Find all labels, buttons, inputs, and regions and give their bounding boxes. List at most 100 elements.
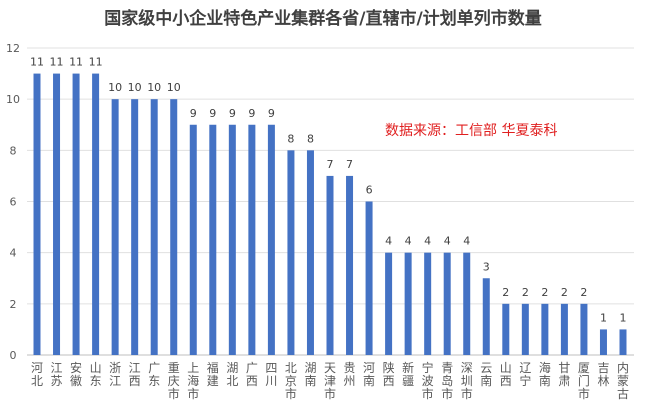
x-tick-label: 辽宁 [519, 361, 531, 388]
y-tick-label: 6 [10, 196, 17, 209]
bar [521, 303, 529, 355]
bar [404, 252, 412, 355]
x-tick-label: 北京市 [285, 361, 297, 401]
data-label: 10 [147, 81, 161, 94]
bar [619, 329, 627, 355]
data-label: 11 [69, 56, 83, 69]
bar [209, 124, 217, 355]
data-label: 8 [287, 132, 294, 145]
bar [424, 252, 432, 355]
y-tick-label: 12 [6, 42, 20, 55]
bar [482, 278, 490, 355]
x-tick-label: 重庆市 [168, 361, 180, 401]
bar [385, 252, 393, 355]
y-tick-label: 4 [10, 247, 17, 260]
x-tick-label: 青岛市 [441, 361, 453, 401]
bar [150, 99, 158, 356]
data-label: 1 [600, 311, 607, 324]
bar [267, 124, 275, 355]
x-tick-label: 广东 [148, 361, 160, 388]
x-tick-label: 深圳市 [461, 361, 473, 401]
data-label: 6 [366, 184, 373, 197]
x-tick-label: 福建 [207, 360, 219, 388]
y-tick-label: 8 [10, 144, 17, 157]
data-label: 10 [128, 81, 142, 94]
data-label: 9 [268, 107, 275, 120]
data-label: 4 [424, 235, 431, 248]
x-tick-label: 新疆 [402, 360, 414, 388]
bar [72, 73, 80, 355]
x-tick-label: 广西 [246, 361, 258, 388]
y-tick-label: 10 [6, 93, 20, 106]
bar [463, 252, 471, 355]
data-label: 10 [167, 81, 181, 94]
data-label: 4 [405, 235, 412, 248]
data-label: 9 [248, 107, 255, 120]
data-label: 7 [327, 158, 334, 171]
bar [365, 201, 373, 355]
data-label: 9 [209, 107, 216, 120]
data-label: 11 [89, 56, 103, 69]
x-tick-label: 吉林 [597, 361, 609, 388]
data-label: 10 [108, 81, 122, 94]
bar [53, 73, 61, 355]
bar [131, 99, 139, 356]
chart-title: 国家级中小企业特色产业集群各省/直辖市/计划单列市数量 [104, 8, 541, 29]
data-label: 11 [50, 56, 64, 69]
x-tick-label: 云南 [480, 361, 492, 388]
data-label: 2 [541, 286, 548, 299]
x-tick-label: 江西 [129, 361, 141, 388]
bar [502, 303, 510, 355]
data-label: 8 [307, 132, 314, 145]
x-tick-label: 江苏 [51, 361, 63, 388]
x-tick-label: 河北 [31, 361, 43, 388]
data-label: 2 [502, 286, 509, 299]
data-label: 9 [229, 107, 236, 120]
data-label: 4 [444, 235, 451, 248]
bar [189, 124, 197, 355]
bar [326, 175, 334, 355]
y-tick-label: 0 [10, 349, 17, 362]
data-label: 7 [346, 158, 353, 171]
x-tick-label: 贵州 [344, 361, 356, 388]
x-tick-label: 宁波市 [422, 360, 434, 401]
x-tick-label: 陕西 [383, 360, 395, 388]
x-tick-label: 山西 [500, 361, 512, 388]
bar [580, 303, 588, 355]
bar [228, 124, 236, 355]
bar [248, 124, 256, 355]
x-tick-label: 四川 [265, 361, 277, 388]
data-label: 4 [385, 235, 392, 248]
data-label: 11 [30, 56, 44, 69]
bar [560, 303, 568, 355]
x-tick-label: 湖南 [304, 360, 316, 388]
data-label: 2 [522, 286, 529, 299]
x-tick-label: 上海市 [187, 361, 199, 401]
x-tick-label: 海南 [539, 360, 551, 388]
y-tick-label: 2 [10, 298, 17, 311]
bar [443, 252, 451, 355]
x-tick-label: 山东 [90, 361, 102, 388]
x-tick-label: 内蒙古 [617, 361, 629, 401]
bar [346, 175, 354, 355]
x-tick-label: 浙江 [109, 361, 121, 388]
x-tick-label: 河南 [363, 361, 375, 388]
data-label: 3 [483, 260, 490, 273]
x-tick-label: 甘肃 [558, 361, 570, 388]
bar [541, 303, 549, 355]
bar [170, 99, 178, 356]
bar [287, 150, 295, 355]
data-label: 2 [561, 286, 568, 299]
data-label: 4 [463, 235, 470, 248]
x-tick-label: 厦门市 [578, 361, 590, 401]
bar [599, 329, 607, 355]
bar [306, 150, 314, 355]
bar [33, 73, 41, 355]
data-label: 9 [190, 107, 197, 120]
data-label: 2 [580, 286, 587, 299]
source-annotation: 数据来源：工信部 华夏泰科 [385, 123, 557, 139]
data-label: 1 [620, 311, 627, 324]
x-tick-label: 天津市 [324, 361, 336, 401]
bar [92, 73, 100, 355]
